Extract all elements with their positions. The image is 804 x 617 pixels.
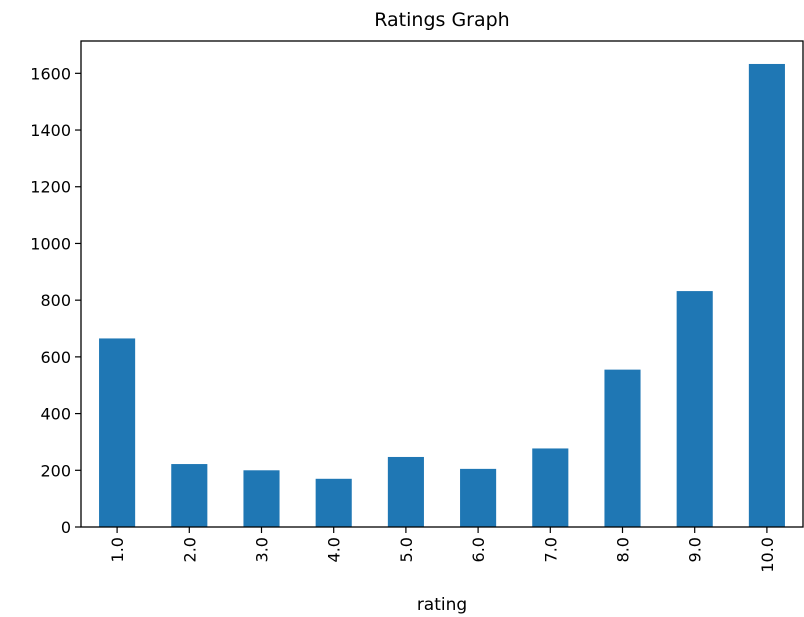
x-tick-label: 1.0 [108, 537, 127, 562]
y-tick-label: 1200 [30, 178, 71, 197]
x-tick-label: 9.0 [686, 537, 705, 562]
x-tick-label: 10.0 [758, 537, 777, 573]
y-tick-label: 0 [61, 518, 71, 537]
y-tick-label: 800 [40, 291, 71, 310]
y-tick-label: 1000 [30, 234, 71, 253]
x-axis: 1.0 2.0 3.0 4.0 5.0 6.0 7.0 8.0 9.0 10.0 [108, 527, 777, 573]
y-tick-label: 1600 [30, 64, 71, 83]
bar-4.0 [315, 478, 352, 527]
bar-9.0 [676, 291, 713, 527]
bars-group [99, 63, 785, 528]
bar-7.0 [532, 448, 569, 527]
chart-title: Ratings Graph [374, 9, 509, 31]
y-tick-label: 1400 [30, 121, 71, 140]
plot-frame [80, 40, 804, 528]
y-axis: 0 200 400 600 800 1000 1200 1400 1600 [30, 64, 81, 537]
x-tick-label: 7.0 [541, 537, 560, 562]
x-tick-label: 8.0 [614, 537, 633, 562]
x-tick-label: 6.0 [469, 537, 488, 562]
x-tick-label: 2.0 [180, 537, 199, 562]
bar-6.0 [460, 468, 497, 527]
bar-1.0 [99, 338, 136, 527]
bar-5.0 [387, 456, 424, 527]
x-tick-label: 4.0 [325, 537, 344, 562]
y-tick-label: 600 [40, 348, 71, 367]
y-tick-label: 400 [40, 405, 71, 424]
bar-8.0 [604, 369, 641, 527]
x-axis-title: rating [417, 595, 467, 615]
bar-3.0 [243, 470, 280, 527]
x-tick-label: 5.0 [397, 537, 416, 562]
bar-2.0 [171, 464, 208, 527]
y-tick-label: 200 [40, 461, 71, 480]
x-tick-label: 3.0 [253, 537, 272, 562]
bar-10.0 [748, 63, 785, 528]
